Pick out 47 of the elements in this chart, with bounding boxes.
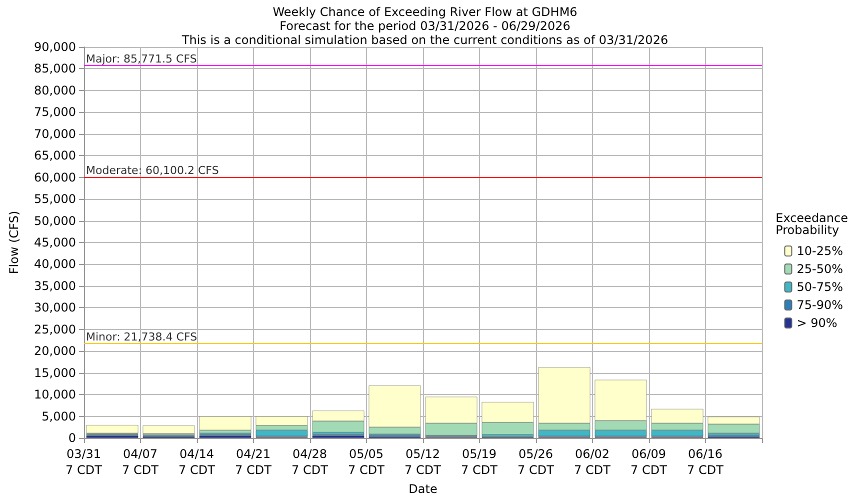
y-tick-label: 75,000	[34, 105, 76, 120]
chart-title: Weekly Chance of Exceeding River Flow at GDHM6	[272, 5, 578, 19]
x-tick-label: 06/02 7 CDT	[574, 447, 612, 477]
y-tick-label: 90,000	[34, 40, 76, 54]
x-tick-label: 04/21 7 CDT	[235, 447, 272, 477]
y-tick-label: 80,000	[34, 83, 76, 98]
bar	[86, 424, 138, 434]
chart-subtitle: Forecast for the period 03/31/2026 - 06/29/2026 This is a conditional simulation based on the current conditions as of 03/31/2026	[180, 19, 668, 47]
bar	[199, 416, 252, 430]
x-tick-label: 06/16 7 CDT	[687, 447, 724, 477]
ref-line-label: Major: 85,771.5 CFS	[86, 52, 197, 66]
x-tick-label: 04/14 7 CDT	[178, 447, 216, 477]
x-tick-label: 04/28 7 CDT	[292, 447, 329, 477]
legend-label: 10-25%	[796, 244, 844, 258]
legend-label: 75-90%	[796, 298, 844, 312]
x-tick-label: 05/05 7 CDT	[348, 447, 386, 477]
y-tick-label: 10,000	[34, 388, 76, 402]
y-tick-label: 85,000	[34, 62, 76, 76]
y-tick-label: 55,000	[34, 192, 76, 206]
y-tick-label: 65,000	[34, 148, 76, 163]
y-tick-label: 15,000	[34, 366, 76, 380]
x-axis-title: Date	[408, 482, 438, 496]
bar	[142, 425, 195, 434]
y-tick-label: 20,000	[34, 344, 76, 358]
y-tick-label: 35,000	[34, 278, 76, 293]
y-axis-title: Flow (CFS)	[7, 210, 21, 274]
x-tick-label: 05/26 7 CDT	[518, 447, 555, 477]
y-tick-label: 5,000	[42, 409, 76, 424]
legend-label: > 90%	[796, 316, 838, 330]
x-tick-label: 06/09 7 CDT	[630, 447, 668, 477]
legend-title: Exceedance Probability	[776, 211, 848, 237]
y-tick-label: 40,000	[34, 257, 76, 272]
ref-line-label: Minor: 21,738.4 CFS	[86, 330, 198, 344]
x-tick-label: 05/19 7 CDT	[461, 447, 498, 477]
y-tick-label: 50,000	[34, 214, 76, 228]
y-tick-label: 45,000	[34, 236, 76, 250]
x-tick-label: 03/31 7 CDT	[66, 447, 103, 477]
x-tick-label: 04/07 7 CDT	[122, 447, 160, 477]
y-tick-label: 25,000	[34, 322, 76, 336]
legend-label: 50-75%	[796, 280, 844, 294]
y-tick-label: 60,000	[34, 170, 76, 184]
y-tick-label: 70,000	[34, 126, 76, 141]
y-tick-label: 0	[68, 431, 76, 445]
y-tick-label: 30,000	[34, 300, 76, 315]
ref-line-label: Moderate: 60,100.2 CFS	[86, 164, 219, 177]
legend-label: 25-50%	[796, 262, 844, 276]
x-tick-label: 05/12 7 CDT	[404, 447, 442, 477]
